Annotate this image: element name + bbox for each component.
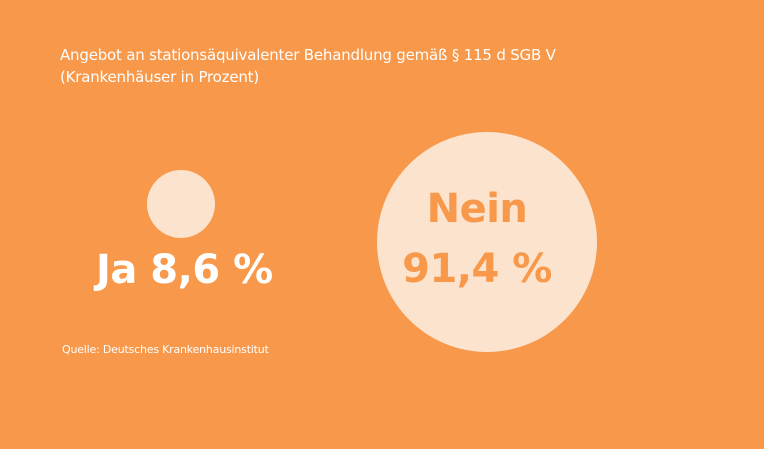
bubble-nein <box>377 132 597 352</box>
data-label-ja: Ja 8,6 % <box>96 247 273 293</box>
data-label-nein: 91,4 % <box>402 246 552 292</box>
chart-subtitle: (Krankenhäuser in Prozent) <box>60 68 260 86</box>
chart-source: Quelle: Deutsches Krankenhausinstitut <box>62 343 269 356</box>
chart-title: Angebot an stationsäquivalenter Behandlu… <box>60 46 556 64</box>
category-label-nein: Nein <box>426 186 528 232</box>
chart-title-block: Angebot an stationsäquivalenter Behandlu… <box>60 44 556 88</box>
bubble-ja <box>147 170 215 238</box>
